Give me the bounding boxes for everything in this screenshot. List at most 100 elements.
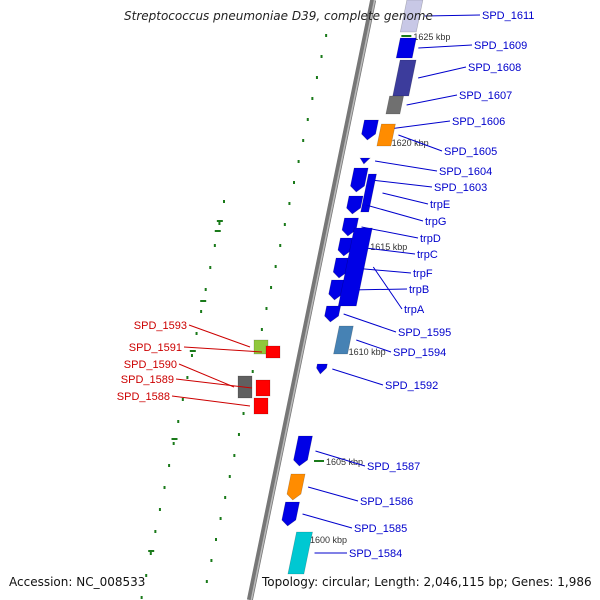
outer-dot-mark: [274, 265, 277, 268]
inner-dot-mark: [218, 222, 221, 225]
forward-gene-arrow: [385, 95, 404, 115]
forward-gene-label: SPD_1585: [354, 523, 407, 535]
outer-dot-mark: [265, 307, 268, 310]
reverse-label-leader: [183, 346, 263, 353]
forward-label-leader: [382, 192, 429, 205]
inner-dot-mark: [145, 574, 148, 577]
outer-dot-mark: [311, 97, 314, 100]
outer-dot-mark: [210, 559, 213, 562]
outer-dot-mark: [279, 244, 282, 247]
forward-label-leader: [418, 44, 473, 49]
reverse-gene-label: SPD_1591: [129, 342, 182, 354]
scale-tick-label: 1610 kbp: [349, 347, 386, 357]
reverse-gene-label: SPD_1588: [117, 391, 170, 403]
forward-gene-arrow: [346, 195, 364, 215]
forward-gene-label: SPD_1592: [385, 380, 438, 392]
outer-dot-mark: [320, 55, 323, 58]
forward-gene-label: SPD_1595: [398, 327, 451, 339]
forward-gene-arrow: [281, 501, 300, 527]
forward-gene-label: trpE: [430, 199, 450, 211]
outer-dot-mark: [283, 223, 286, 226]
outer-dot-mark: [288, 202, 291, 205]
scale-tick-label: 1620 kbp: [392, 138, 429, 148]
forward-label-leader: [374, 160, 438, 172]
reverse-gene-label: SPD_1590: [124, 359, 177, 371]
map-title: Streptococcus pneumoniae D39, complete g…: [124, 9, 433, 23]
outer-dot-mark: [302, 139, 305, 142]
forward-gene-arrow: [359, 157, 371, 165]
forward-gene-label: SPD_1603: [434, 182, 487, 194]
reverse-gene-label: SPD_1589: [121, 374, 174, 386]
forward-gene-label: SPD_1605: [444, 146, 497, 158]
forward-gene-arrow: [328, 279, 346, 301]
reverse-gene-arrow: [255, 379, 271, 397]
scale-tick-label: 1615 kbp: [370, 242, 407, 252]
inner-dot-mark: [149, 552, 152, 555]
forward-gene-arrow: [333, 325, 354, 355]
inner-dot-mark: [158, 508, 161, 511]
reverse-label-leader: [171, 395, 251, 407]
reverse-gene-arrow: [253, 397, 269, 415]
outer-dot-mark: [224, 496, 227, 499]
inner-dot-mark: [204, 288, 207, 291]
forward-gene-arrow: [360, 173, 377, 213]
reverse-gene-label: SPD_1593: [134, 320, 187, 332]
inner-dot-mark: [163, 486, 166, 489]
forward-gene-label: trpF: [413, 268, 433, 280]
forward-gene-label: trpD: [420, 233, 441, 245]
forward-gene-arrow: [399, 0, 424, 33]
reverse-gene-arrow: [265, 345, 281, 359]
forward-label-leader: [307, 486, 359, 502]
inner-tick-mark: [148, 550, 155, 552]
forward-label-leader: [372, 266, 403, 310]
forward-gene-arrow: [337, 227, 373, 307]
inner-tick-mark: [171, 438, 178, 440]
inner-tick-mark: [216, 220, 223, 222]
backbone-line: [246, 0, 377, 600]
forward-gene-label: SPD_1607: [459, 90, 512, 102]
outer-dot-mark: [205, 580, 208, 583]
forward-gene-label: trpC: [417, 249, 438, 261]
inner-dot-mark: [140, 596, 143, 599]
forward-gene-label: SPD_1586: [360, 496, 413, 508]
inner-dot-mark: [186, 376, 189, 379]
forward-label-leader: [365, 204, 424, 222]
forward-gene-arrow: [350, 167, 369, 193]
forward-gene-arrow: [341, 217, 359, 237]
forward-gene-arrow: [376, 123, 396, 147]
outer-dot-mark: [242, 412, 245, 415]
scale-tick-label: 1600 kbp: [310, 535, 347, 545]
forward-gene-label: trpB: [409, 284, 429, 296]
inner-dot-mark: [195, 332, 198, 335]
inner-dot-mark: [154, 530, 157, 533]
reverse-label-leader: [175, 378, 253, 389]
accession-text: Accession: NC_008533: [9, 575, 146, 589]
forward-gene-label: SPD_1587: [367, 461, 420, 473]
outer-dot-mark: [219, 517, 222, 520]
inner-tick-mark: [200, 300, 207, 302]
forward-label-leader: [302, 513, 353, 529]
forward-gene-label: SPD_1606: [452, 116, 505, 128]
outer-dot-mark: [325, 34, 328, 37]
forward-gene-label: trpA: [404, 304, 425, 316]
forward-gene-arrow: [332, 257, 351, 279]
inner-dot-mark: [190, 354, 193, 357]
inner-dot-mark: [213, 244, 216, 247]
outer-dot-mark: [270, 286, 273, 289]
inner-dot-mark: [209, 266, 212, 269]
inner-dot-mark: [168, 464, 171, 467]
forward-gene-arrow: [395, 37, 417, 59]
inner-tick-mark: [189, 350, 196, 352]
forward-gene-arrow: [361, 119, 379, 141]
forward-gene-arrow: [324, 305, 342, 323]
forward-gene-arrow: [392, 59, 417, 97]
inner-dot-mark: [223, 200, 225, 203]
forward-gene-label: SPD_1609: [474, 40, 527, 52]
outer-dot-mark: [237, 433, 240, 436]
forward-gene-arrow: [316, 363, 328, 375]
inner-dot-mark: [181, 398, 184, 401]
forward-gene-arrow: [337, 237, 355, 257]
outer-dot-mark: [293, 181, 296, 184]
forward-gene-arrow: [286, 473, 306, 501]
